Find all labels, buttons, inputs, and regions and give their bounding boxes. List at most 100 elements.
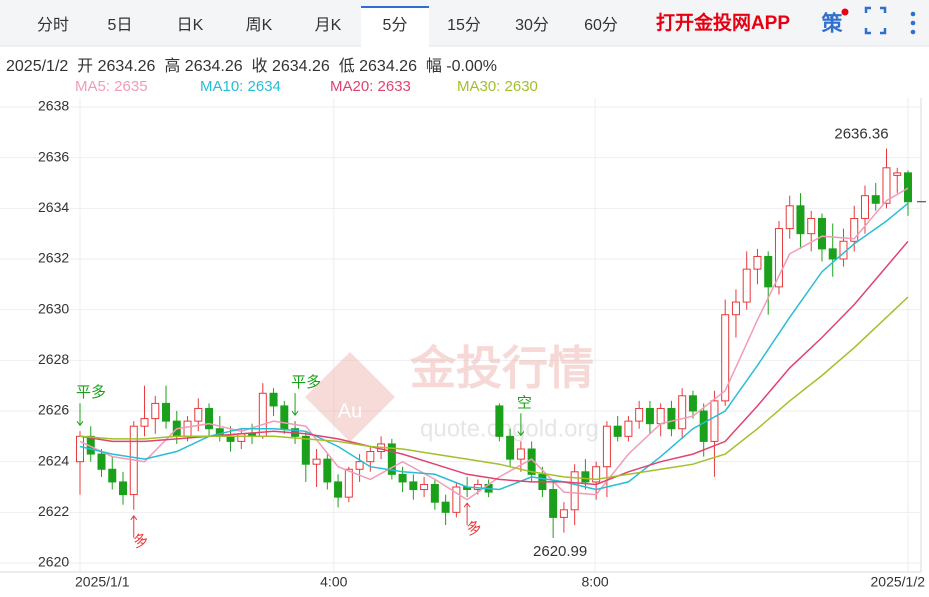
badge: [841, 8, 849, 16]
candle-body: [183, 420, 192, 437]
x-tick-label: 8:00: [581, 574, 608, 590]
candle-body: [506, 435, 515, 460]
candle-body: [774, 228, 783, 288]
candle-body: [764, 255, 773, 288]
tabs: 分时 5日 日K 周K 月K 5分 15分 30分 60分: [37, 6, 618, 47]
candle-body: [237, 433, 246, 442]
candle-body: [366, 451, 375, 463]
candle-body: [151, 402, 160, 420]
tab[interactable]: 5日: [108, 17, 133, 34]
candle-body: [269, 392, 278, 407]
y-tick-label: 2622: [38, 503, 69, 519]
active-tab-bg: [361, 6, 429, 47]
candle-body: [710, 400, 719, 442]
candle-body: [226, 435, 235, 442]
candle-body: [807, 217, 816, 235]
candle-body: [162, 402, 171, 422]
y-tick-label: 2630: [38, 300, 69, 316]
watermark-text: 金投行情: [409, 342, 594, 394]
candle-body: [108, 468, 117, 483]
candle-body: [301, 435, 310, 465]
candle-body: [344, 468, 353, 498]
candle-body: [409, 481, 418, 491]
toolbar: [0, 0, 929, 46]
legend-entry: MA30: 2630: [457, 78, 538, 95]
ma-line: [79, 187, 909, 501]
y-tick-label: 2638: [38, 98, 69, 114]
candle-body: [387, 443, 396, 475]
watermark-logo: Au: [338, 400, 362, 422]
signal-arrow: [291, 393, 299, 416]
candle-body: [205, 407, 214, 430]
tab[interactable]: 60分: [584, 16, 618, 34]
y-tick-label: 2634: [38, 199, 69, 215]
candle-body: [850, 217, 859, 242]
signal-arrow: [463, 502, 471, 526]
signal-arrow: [130, 514, 138, 538]
candle-body: [355, 461, 364, 470]
candle-body: [613, 425, 622, 437]
y-tick-label: 2636: [38, 148, 69, 164]
tab[interactable]: 30分: [515, 16, 549, 34]
candle-body: [312, 458, 321, 465]
x-tick-label: 2025/1/1: [75, 574, 130, 590]
candle-body: [119, 481, 128, 496]
tab[interactable]: 日K: [177, 17, 204, 34]
candle-body: [678, 395, 687, 430]
signal-label: 平多: [291, 374, 321, 391]
candle-body: [97, 453, 106, 470]
app-link[interactable]: 打开金投网APP: [656, 11, 790, 34]
candle-body: [495, 405, 504, 437]
candle-body: [140, 418, 149, 427]
signal-label: 多: [131, 531, 150, 551]
tab[interactable]: 5分: [383, 16, 408, 34]
candle-body: [785, 205, 794, 230]
candle-body: [721, 314, 730, 402]
x-tick-label: 4:00: [320, 574, 347, 590]
fullscreen-button[interactable]: [864, 6, 887, 35]
candle-body: [570, 471, 579, 511]
candle-body: [441, 501, 450, 513]
legend-entry: MA20: 2633: [330, 78, 411, 95]
candle-body: [398, 473, 407, 483]
candle-body: [624, 420, 633, 437]
candle-body: [559, 509, 568, 518]
candle-body: [893, 172, 902, 176]
signal-label: 平多: [76, 384, 106, 401]
candle-body: [688, 395, 697, 412]
strategy-button[interactable]: 策: [822, 12, 844, 36]
ma-line: [79, 240, 909, 486]
candle-body: [430, 483, 439, 503]
candle-body: [860, 195, 869, 219]
candle-body: [656, 407, 665, 425]
y-tick-label: 2624: [38, 452, 69, 468]
candle-body: [817, 217, 826, 250]
candle-body: [699, 410, 708, 442]
candle-body: [753, 255, 762, 270]
candle-body: [904, 172, 912, 203]
candle-body: [452, 486, 461, 513]
ma-line: [79, 296, 909, 481]
x-tick-label: 2025/1/2: [871, 574, 926, 590]
signal-arrow: [76, 403, 84, 427]
y-tick-label: 2626: [38, 402, 69, 418]
y-tick-label: 2620: [38, 554, 69, 570]
candle-body: [334, 481, 343, 498]
signal-label: 空: [517, 394, 532, 411]
tab[interactable]: 分时: [37, 16, 69, 34]
candle-body: [280, 405, 289, 430]
candle-body: [828, 248, 837, 260]
ma-line: [79, 202, 909, 491]
candle-body: [796, 205, 805, 235]
info-line: 2025/1/2 开 2634.26 高 2634.26 收 2634.26 低…: [6, 57, 497, 75]
menu-button[interactable]: [910, 11, 916, 35]
tab[interactable]: 月K: [315, 17, 342, 34]
tab[interactable]: 15分: [447, 16, 481, 34]
candle-body: [76, 435, 84, 463]
candle-body: [258, 392, 267, 437]
tab[interactable]: 周K: [246, 17, 273, 34]
candle-body: [742, 268, 751, 303]
high-label: 2636.36: [834, 126, 888, 143]
